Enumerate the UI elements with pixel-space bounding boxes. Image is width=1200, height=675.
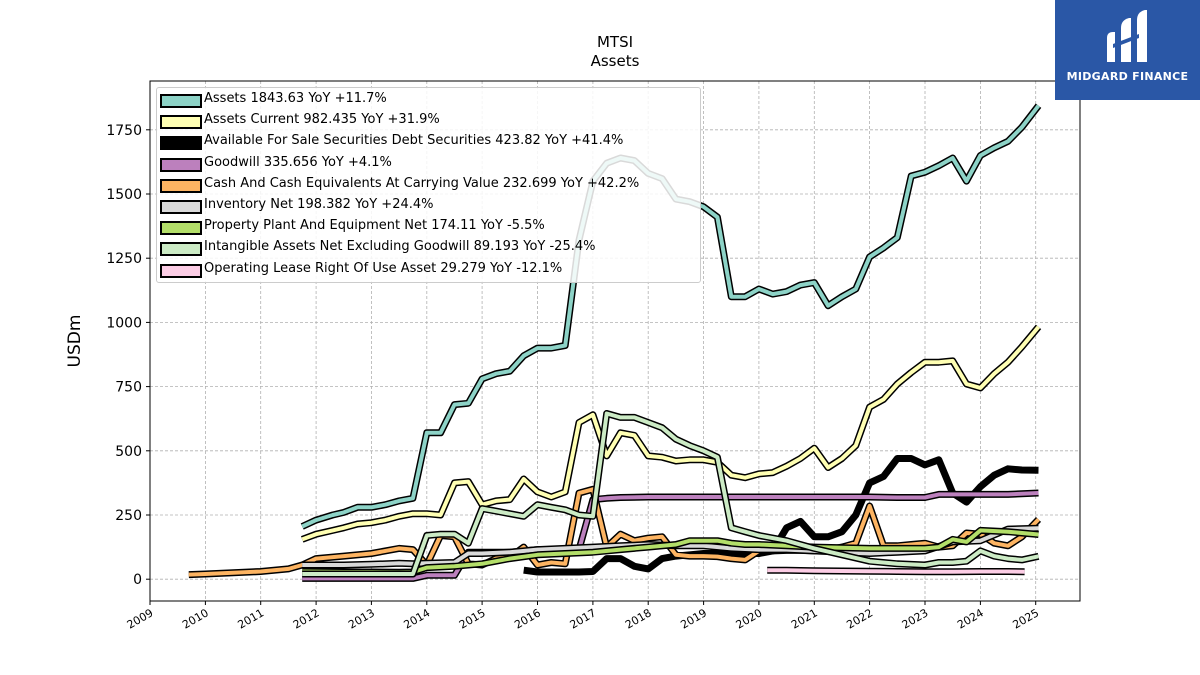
y-tick-label: 1250 (106, 251, 142, 267)
legend-swatch (160, 94, 202, 108)
legend-label: Cash And Cash Equivalents At Carrying Va… (204, 175, 640, 191)
legend-label: Available For Sale Securities Debt Secur… (204, 133, 624, 149)
legend-item: Assets Current 982.435 YoY +31.9% (157, 111, 697, 131)
x-tick-label: 2010 (180, 606, 211, 631)
legend-label: Assets 1843.63 YoY +11.7% (204, 91, 387, 106)
x-tick-label: 2021 (789, 606, 820, 631)
y-tick-label: 1750 (106, 123, 142, 139)
series-line-8 (302, 410, 1040, 578)
y-tick-label: 0 (133, 572, 142, 588)
x-tick-label: 2011 (235, 606, 266, 631)
chart-title: MTSI (596, 33, 634, 51)
legend-item: Intangible Assets Net Excluding Goodwill… (157, 238, 697, 258)
plot-frame (149, 80, 1081, 602)
legend-item: Available For Sale Securities Debt Secur… (157, 132, 697, 152)
y-tick-label: 750 (115, 380, 142, 396)
series-line-7 (302, 526, 1039, 576)
legend: Assets 1843.63 YoY +11.7% Assets Current … (156, 87, 701, 283)
legend-label: Inventory Net 198.382 YoY +24.4% (204, 197, 434, 212)
x-tick-label: 2016 (512, 606, 543, 631)
legend-swatch (160, 263, 202, 278)
legend-swatch (160, 157, 202, 172)
legend-label: Assets Current 982.435 YoY +31.9% (204, 112, 440, 128)
legend-item: Assets 1843.63 YoY +11.7% (157, 90, 697, 110)
series-path (767, 568, 1025, 574)
x-tick-label: 2009 (125, 606, 156, 631)
series-path (302, 411, 1039, 576)
y-tick-label: 500 (115, 444, 142, 460)
legend-swatch (160, 200, 202, 214)
x-tick-label: 2019 (678, 606, 709, 631)
legend-item: Inventory Net 198.382 YoY +24.4% (157, 196, 697, 216)
y-tick-label: 1500 (106, 187, 142, 203)
logo-mark-icon (1107, 10, 1147, 62)
x-tick-label: 2018 (623, 606, 654, 631)
legend-swatch (160, 136, 202, 151)
legend-label: Operating Lease Right Of Use Asset 29.27… (204, 260, 563, 276)
brand-logo: MIDGARD FINANCE (1055, 0, 1200, 100)
legend-item: Property Plant And Equipment Net 174.11 … (157, 217, 697, 237)
legend-item: Operating Lease Right Of Use Asset 29.27… (157, 260, 697, 280)
y-tick-label: 1000 (106, 315, 142, 331)
x-tick-label: 2015 (457, 606, 488, 631)
series-line-2 (300, 324, 1042, 543)
x-tick-label: 2017 (568, 606, 599, 631)
x-tick-label: 2012 (291, 606, 322, 631)
series-line-9 (767, 566, 1025, 576)
chart-subtitle: Assets (590, 52, 640, 70)
x-tick-label: 2020 (734, 606, 765, 631)
legend-label: Intangible Assets Net Excluding Goodwill… (204, 239, 596, 255)
legend-swatch (160, 242, 202, 257)
x-tick-label: 2022 (844, 606, 875, 631)
x-tick-label: 2014 (402, 606, 433, 631)
legend-label: Property Plant And Equipment Net 174.11 … (204, 218, 545, 234)
x-tick-label: 2013 (346, 606, 377, 631)
logo-text: MIDGARD FINANCE (1066, 70, 1189, 83)
y-tick-label: 250 (115, 508, 142, 524)
x-tick-label: 2024 (955, 606, 986, 631)
series-path (301, 325, 1041, 542)
legend-label: Goodwill 335.656 YoY +4.1% (204, 154, 392, 170)
legend-item: Cash And Cash Equivalents At Carrying Va… (157, 175, 697, 195)
series-line-5 (188, 485, 1042, 579)
legend-item: Goodwill 335.656 YoY +4.1% (157, 154, 697, 174)
y-axis-label: USDm (65, 315, 85, 368)
x-tick-label: 2023 (900, 606, 931, 631)
legend-swatch (160, 221, 202, 236)
legend-swatch (160, 115, 202, 130)
series-path (302, 528, 1039, 575)
x-tick-label: 2025 (1010, 606, 1041, 631)
series-path (188, 487, 1040, 577)
legend-swatch (160, 178, 202, 193)
